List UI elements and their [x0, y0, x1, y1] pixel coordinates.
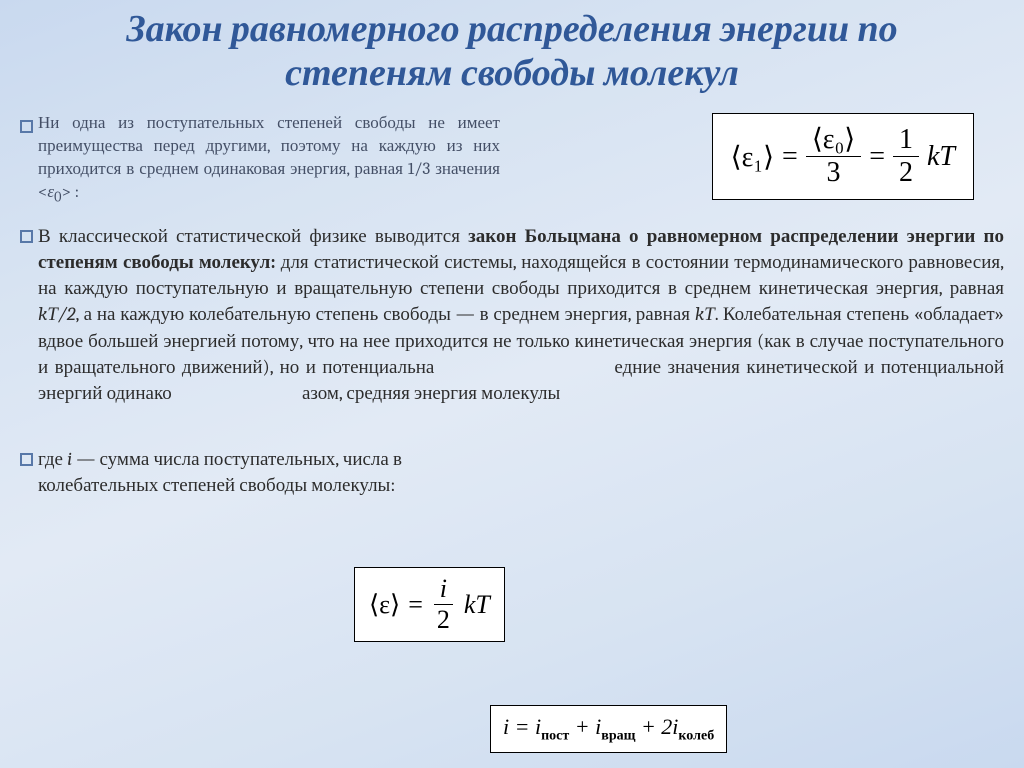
eq1-equals-1: = [782, 141, 798, 173]
p2-d: kТ/2 [38, 303, 75, 325]
p2-f: kТ [695, 303, 715, 325]
paragraph-2: В классической статистической физике выв… [20, 223, 1004, 407]
paragraph-3: где i — сумма числа поступательных, числ… [20, 446, 510, 498]
eq3-s3: колеб [678, 728, 714, 743]
p3-c: — сумма числа поступательных, числа в [72, 448, 402, 470]
eq1-frac1-den: 3 [821, 157, 847, 189]
eq2-frac: i 2 [431, 574, 456, 635]
equation-1: ⟨ε₁⟩ = ⟨ε₀⟩ 3 = 1 2 kT [731, 124, 955, 189]
eq1-frac2-den: 2 [893, 157, 919, 189]
eq3-s2: вращ [601, 728, 635, 743]
slide-title: Закон равномерного распределения энергии… [20, 0, 1004, 109]
eq3-s1: пост [541, 728, 569, 743]
equation-2-box: ⟨ε⟩ = i 2 kT [354, 567, 505, 642]
eq1-lhs: ⟨ε₁⟩ [731, 140, 774, 174]
eq3-plus1: + [575, 714, 595, 739]
p3-d: колебательных степеней свободы молекулы: [38, 474, 395, 496]
eq2-den: 2 [431, 605, 456, 635]
p2-e: , а на каждую колебательную степень своб… [75, 303, 694, 325]
equation-3-box: i = iпост + iвращ + 2iколеб [490, 705, 727, 753]
p3-a: где [38, 448, 67, 470]
eq2-lhs: ⟨ε⟩ [369, 590, 400, 620]
eq3-t3: 2i [661, 714, 678, 739]
p2-i: азом, средняя энергия молекулы [302, 382, 560, 404]
eq1-tail: kT [927, 141, 955, 173]
p1-text-pre: Ни одна из поступательных степеней свобо… [38, 114, 500, 202]
eq1-frac1-num: ⟨ε₀⟩ [806, 124, 861, 157]
eq2-equals: = [408, 590, 423, 620]
eq1-frac2: 1 2 [893, 124, 919, 189]
p2-a: В классической статистической физике выв… [38, 225, 468, 247]
eq1-frac2-num: 1 [893, 124, 919, 157]
equation-2: ⟨ε⟩ = i 2 kT [369, 574, 490, 635]
eq1-frac1: ⟨ε₀⟩ 3 [806, 124, 861, 189]
eq2-tail: kT [464, 590, 490, 620]
eq1-equals-2: = [869, 141, 885, 173]
eq3-eq: = [515, 714, 535, 739]
p1-text-post: > : [61, 183, 79, 202]
equation-1-box: ⟨ε₁⟩ = ⟨ε₀⟩ 3 = 1 2 kT [712, 113, 974, 200]
paragraph-1: Ни одна из поступательных степеней свобо… [20, 113, 500, 206]
eq3-plus2: + [641, 714, 661, 739]
eq2-num: i [434, 574, 453, 605]
row-1: Ни одна из поступательных степеней свобо… [20, 113, 1004, 206]
eq3-lhs: i [503, 714, 509, 739]
